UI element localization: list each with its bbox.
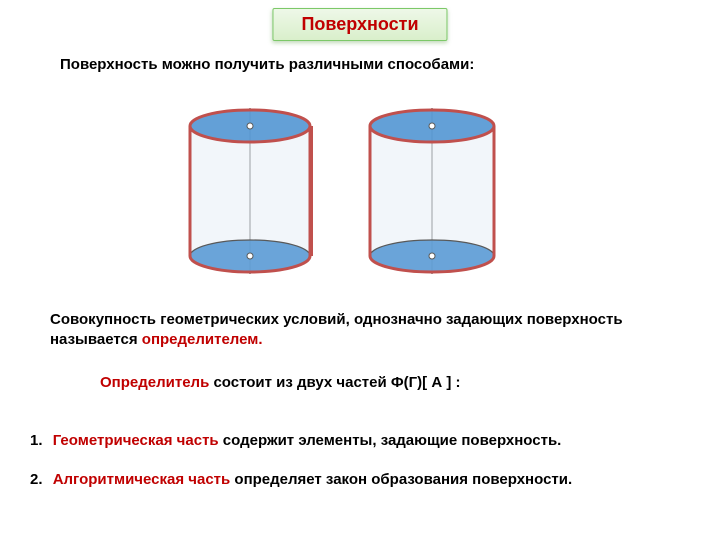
page-title: Поверхности: [301, 14, 418, 34]
item2-red: Алгоритмическая часть: [53, 471, 231, 488]
paragraph-determinant: Совокупность геометрических условий, одн…: [50, 310, 680, 351]
item1-num: 1.: [30, 432, 43, 449]
intro-text: Поверхность можно получить различными сп…: [60, 56, 474, 73]
cylinders-figure: [0, 86, 720, 296]
list: 1. Геометрическая часть содержит элемент…: [30, 430, 690, 507]
title-box: Поверхности: [272, 8, 447, 41]
list-item-2: 2. Алгоритмическая часть определяет зако…: [30, 469, 690, 492]
para1-text: Совокупность геометрических условий, одн…: [50, 311, 623, 348]
para2-rest: состоит из двух частей Ф(Г)[ А ] :: [209, 374, 460, 391]
list-item-1: 1. Геометрическая часть содержит элемент…: [30, 430, 690, 453]
item2-rest: определяет закон образования поверхности…: [230, 471, 572, 488]
item1-rest: содержит элементы, задающие поверхность.: [219, 432, 562, 449]
para1-red: определителем.: [142, 331, 263, 348]
item2-num: 2.: [30, 471, 43, 488]
paragraph-parts: Определитель состоит из двух частей Ф(Г)…: [100, 374, 680, 391]
item1-red: Геометрическая часть: [53, 432, 219, 449]
para2-red: Определитель: [100, 374, 209, 391]
